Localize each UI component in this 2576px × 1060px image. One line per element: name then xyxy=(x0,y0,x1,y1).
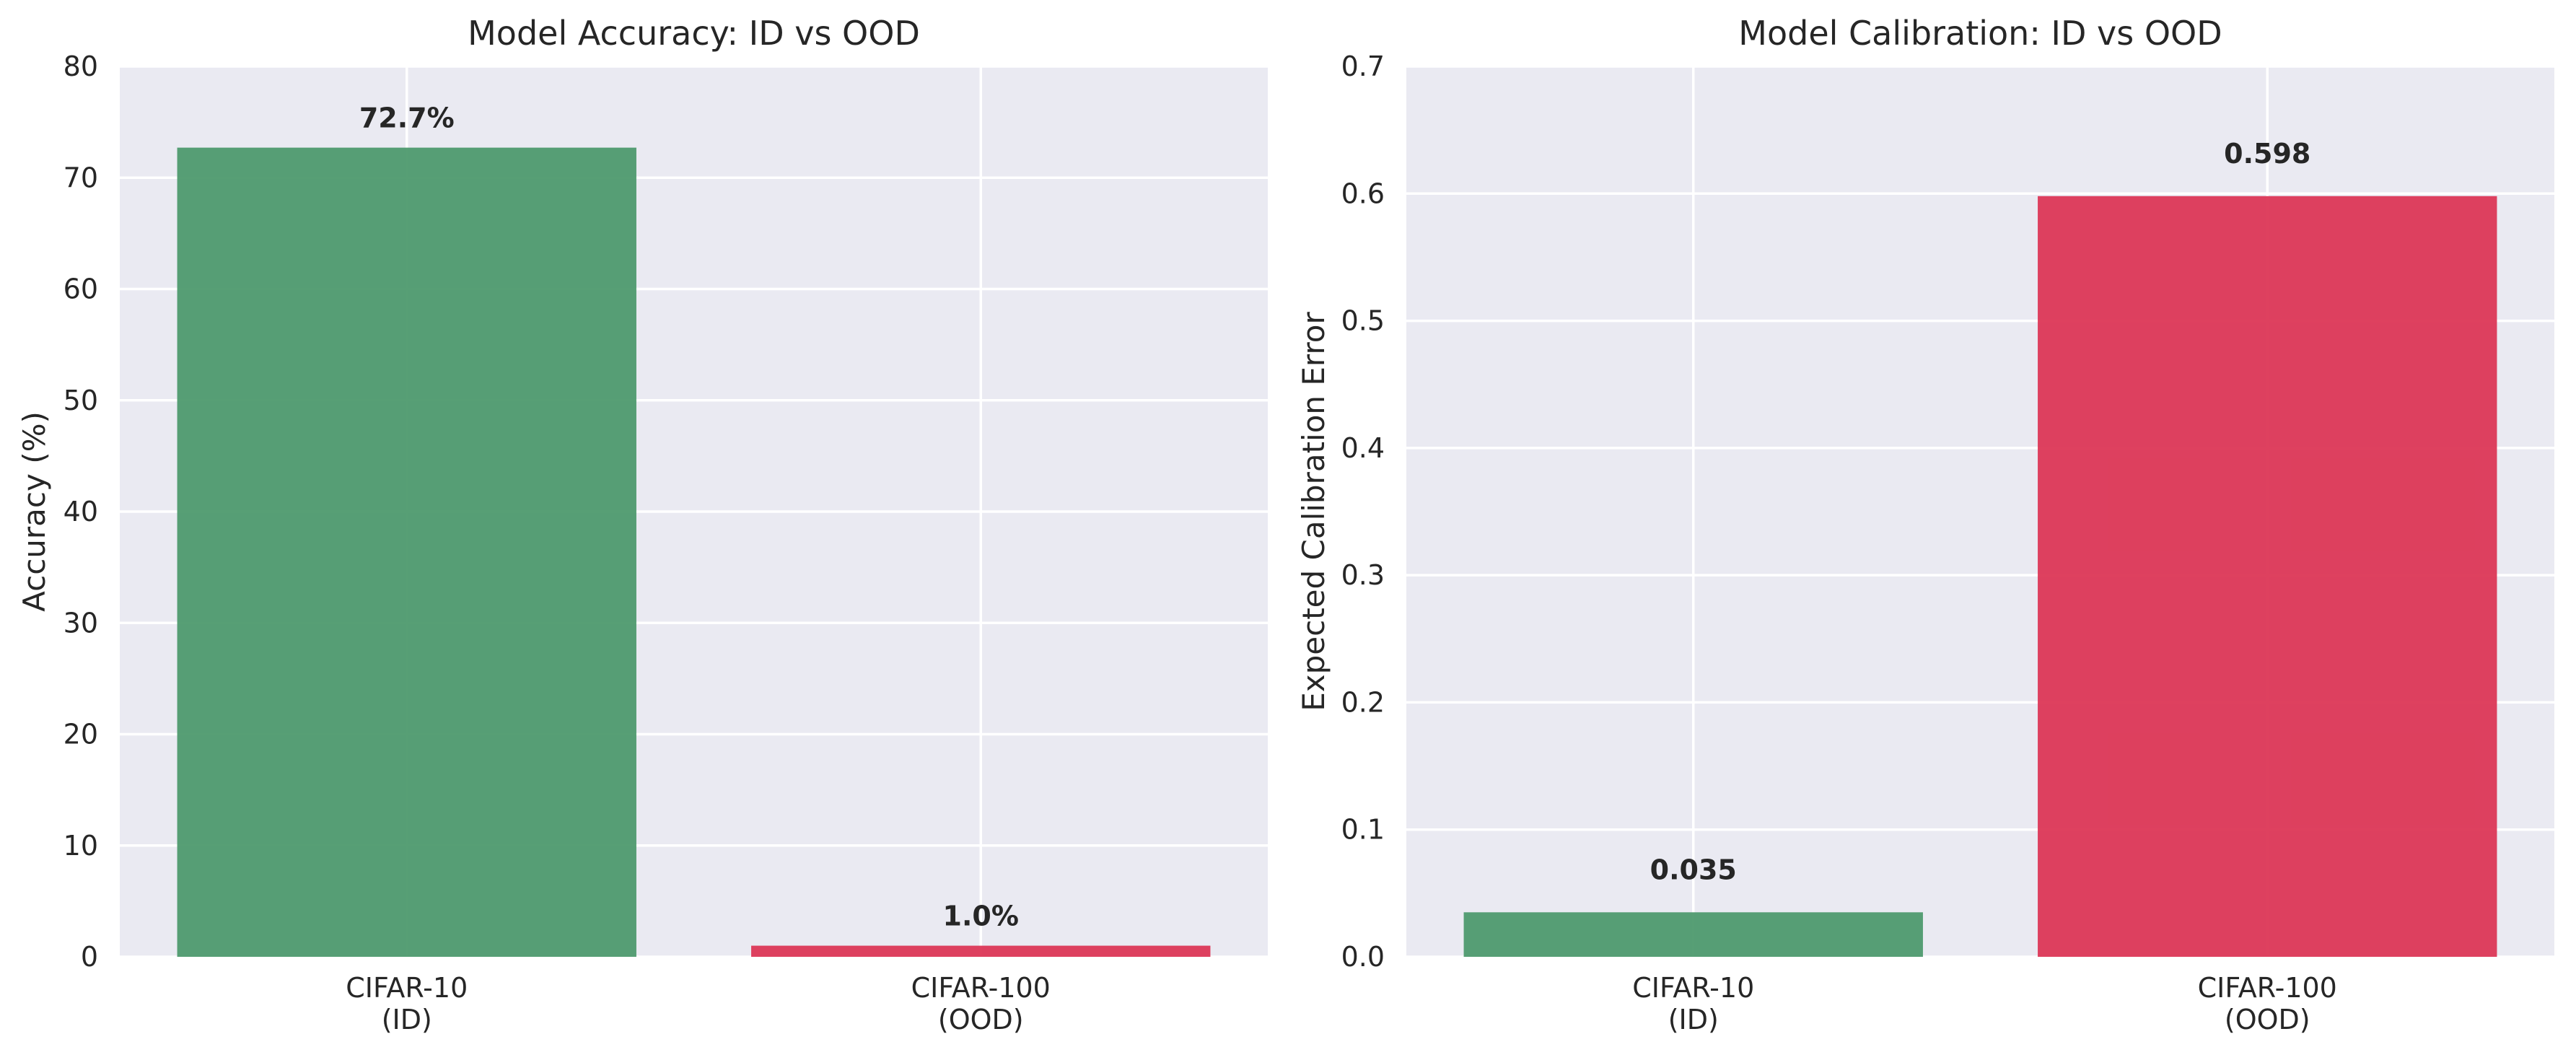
y-tick-label: 0.0 xyxy=(1341,941,1385,973)
y-tick-label: 0.7 xyxy=(1341,51,1385,82)
chart-title: Model Calibration: ID vs OOD xyxy=(1738,14,2222,53)
y-tick-label: 80 xyxy=(63,51,98,82)
bar-value-label: 1.0% xyxy=(943,901,1019,932)
y-tick-label: 0.5 xyxy=(1341,305,1385,337)
x-tick-label: (ID) xyxy=(382,1004,432,1035)
x-tick-label: CIFAR-10 xyxy=(1632,972,1754,1004)
x-tick-label: (OOD) xyxy=(938,1004,1024,1035)
bar xyxy=(177,147,636,957)
chart-title: Model Accuracy: ID vs OOD xyxy=(468,14,920,53)
y-tick-label: 0.2 xyxy=(1341,686,1385,718)
bar xyxy=(751,945,1211,957)
y-tick-label: 30 xyxy=(63,607,98,639)
y-tick-label: 20 xyxy=(63,719,98,750)
bar xyxy=(1463,912,1923,957)
x-tick-label: CIFAR-100 xyxy=(911,972,1051,1004)
y-tick-label: 60 xyxy=(63,273,98,305)
x-tick-label: (OOD) xyxy=(2225,1004,2310,1035)
x-tick-label: CIFAR-100 xyxy=(2198,972,2337,1004)
calibration-chart: 0.0 0.1 0.2 0.3 0.4 0.5 0.6 0.7 0.035 CIFAR-10(ID… xyxy=(1296,14,2554,1035)
bar-value-label: 0.598 xyxy=(2224,138,2310,170)
y-axis-title: Accuracy (%) xyxy=(17,411,52,612)
y-axis-title: Expected Calibration Error xyxy=(1296,311,1331,711)
y-tick-label: 0.4 xyxy=(1341,432,1385,464)
bar-value-label: 72.7% xyxy=(359,102,455,134)
bar xyxy=(2038,196,2497,958)
accuracy-chart: 0 10 20 30 40 50 60 70 80 72.7% CIFAR-10(ID) 1.0% CI… xyxy=(17,14,1268,1035)
bar-value-label: 0.035 xyxy=(1650,854,1737,885)
y-tick-label: 70 xyxy=(63,162,98,193)
y-tick-label: 0.1 xyxy=(1341,814,1385,846)
y-tick-label: 50 xyxy=(63,385,98,416)
x-tick-label: (ID) xyxy=(1668,1004,1719,1035)
y-tick-label: 0.6 xyxy=(1341,178,1385,209)
y-tick-label: 0 xyxy=(81,941,98,973)
y-tick-label: 10 xyxy=(63,830,98,862)
x-tick-label: CIFAR-10 xyxy=(346,972,468,1004)
y-tick-label: 40 xyxy=(63,496,98,527)
y-tick-label: 0.3 xyxy=(1341,559,1385,591)
